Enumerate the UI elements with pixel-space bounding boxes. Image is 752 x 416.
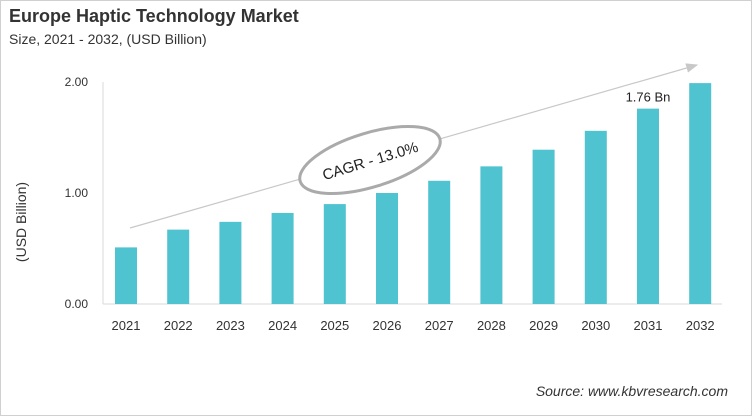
bar-2030: [584, 130, 607, 304]
bar-2023: [219, 221, 242, 304]
bar-2027: [428, 180, 451, 304]
cagr-ellipse: [298, 125, 442, 195]
bar-2021: [115, 247, 137, 304]
y-axis-label: (USD Billion): [13, 182, 29, 262]
x-tick-label: 2026: [373, 318, 402, 333]
x-tick-label: 2030: [581, 318, 610, 333]
bar-2029: [532, 149, 555, 304]
bar-2026: [376, 193, 398, 304]
bar-2031: [637, 108, 659, 304]
x-tick-label: 2021: [112, 318, 141, 333]
x-tick-label: 2025: [320, 318, 349, 333]
bar-2032: [689, 83, 712, 304]
y-tick-label: 2.00: [65, 75, 89, 89]
chart-title: Europe Haptic Technology Market: [9, 6, 299, 26]
x-tick-label: 2023: [216, 318, 245, 333]
y-tick-label: 0.00: [65, 297, 89, 311]
bar-2022: [167, 229, 190, 304]
value-label: 1.76 Bn: [626, 90, 671, 105]
bar-2024: [271, 212, 294, 304]
chart-subtitle: Size, 2021 - 2032, (USD Billion): [9, 31, 207, 47]
x-tick-label: 2028: [477, 318, 506, 333]
x-tick-label: 2032: [686, 318, 715, 333]
x-tick-label: 2029: [529, 318, 558, 333]
x-tick-label: 2024: [268, 318, 297, 333]
source-text: Source: www.kbvresearch.com: [535, 383, 728, 399]
x-tick-label: 2022: [164, 318, 193, 333]
x-tick-label: 2027: [425, 318, 454, 333]
y-tick-label: 1.00: [65, 186, 89, 200]
bar-2025: [323, 204, 346, 304]
bar-2028: [480, 166, 503, 304]
x-tick-label: 2031: [634, 318, 663, 333]
